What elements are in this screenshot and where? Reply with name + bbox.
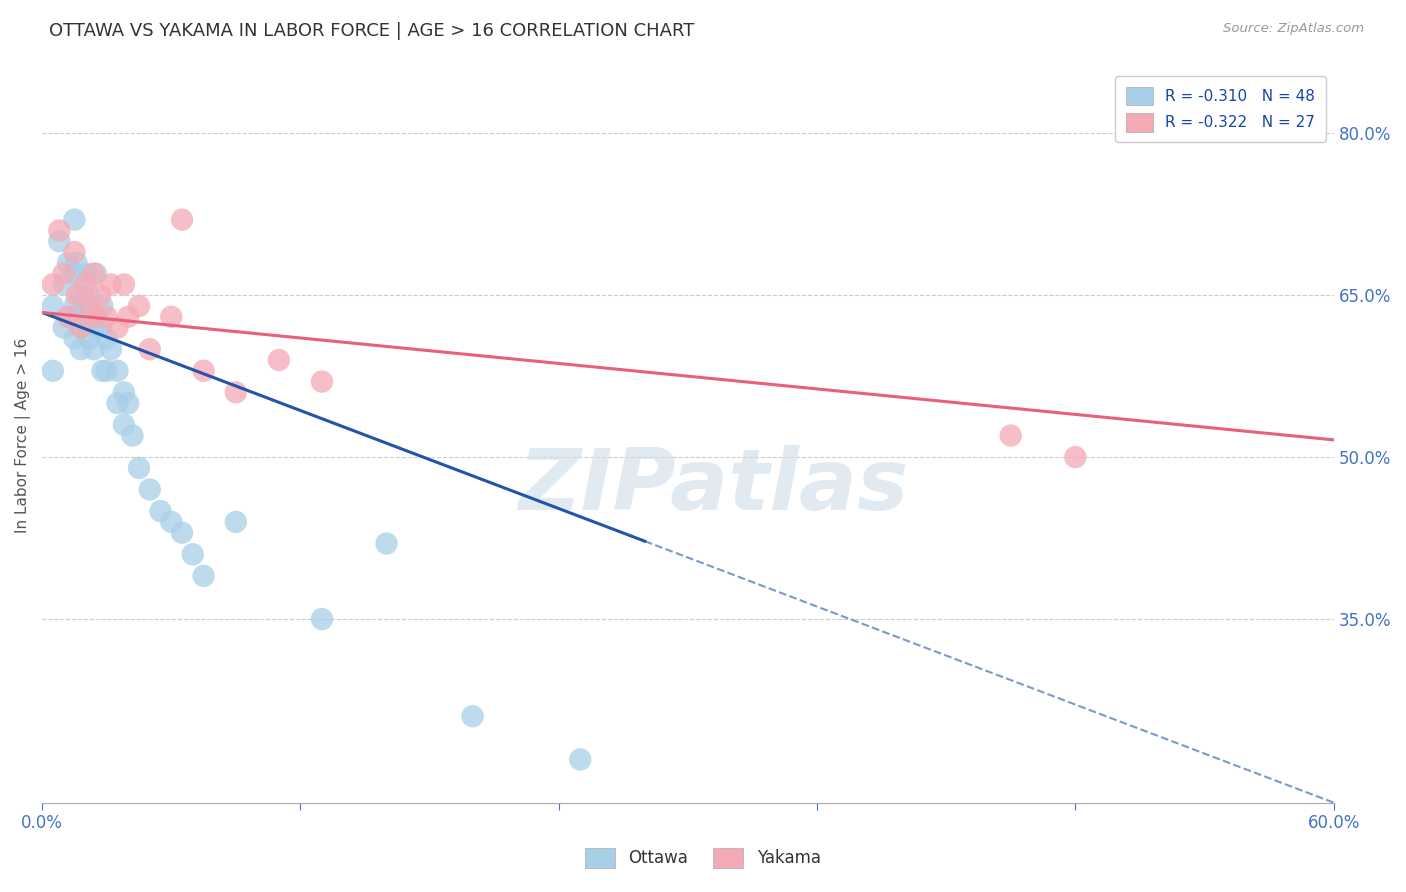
Point [70,320,93,334]
Point [48,223,70,237]
Point [181,547,204,561]
Point [96,364,118,378]
Point [267,353,290,368]
Point [52,320,75,334]
Point [70,320,93,334]
Point [96,331,118,345]
Point [42,299,65,313]
Text: ZIPatlas: ZIPatlas [519,445,908,528]
Point [56,310,79,324]
Point [83,267,105,281]
Point [65,256,87,270]
Point [225,515,247,529]
Point [160,515,183,529]
Point [96,310,118,324]
Point [52,267,75,281]
Point [63,245,86,260]
Point [70,342,93,356]
Point [84,310,107,324]
Point [107,364,129,378]
Point [112,385,135,400]
Point [42,364,65,378]
Point [149,504,172,518]
Point [117,310,139,324]
Point [52,277,75,292]
Point [311,375,333,389]
Point [138,342,160,356]
Point [89,288,111,302]
Point [1064,450,1087,464]
Point [84,310,107,324]
Point [1000,428,1022,442]
Text: Source: ZipAtlas.com: Source: ZipAtlas.com [1223,22,1364,36]
Point [70,288,93,302]
Point [75,267,97,281]
Point [75,299,97,313]
Point [138,483,160,497]
Legend: Ottawa, Yakama: Ottawa, Yakama [578,841,828,875]
Point [170,525,193,540]
Point [89,320,111,334]
Point [461,709,484,723]
Point [100,277,122,292]
Point [193,364,215,378]
Point [63,299,86,313]
Point [63,331,86,345]
Point [91,299,114,313]
Point [48,234,70,248]
Point [160,310,183,324]
Point [128,461,150,475]
Point [569,752,592,766]
Point [107,396,129,410]
Point [63,267,86,281]
Point [170,212,193,227]
Point [65,310,87,324]
Point [75,277,97,292]
Point [112,417,135,432]
Y-axis label: In Labor Force | Age > 16: In Labor Force | Age > 16 [15,338,31,533]
Point [311,612,333,626]
Point [112,277,135,292]
Point [65,288,87,302]
Point [56,256,79,270]
Point [117,396,139,410]
Point [100,342,122,356]
Point [193,569,215,583]
Point [225,385,247,400]
Point [84,267,107,281]
Point [79,288,101,302]
Point [107,320,129,334]
Text: OTTAWA VS YAKAMA IN LABOR FORCE | AGE > 16 CORRELATION CHART: OTTAWA VS YAKAMA IN LABOR FORCE | AGE > … [49,22,695,40]
Point [63,212,86,227]
Point [91,364,114,378]
Legend: R = -0.310   N = 48, R = -0.322   N = 27: R = -0.310 N = 48, R = -0.322 N = 27 [1115,76,1326,143]
Point [375,536,398,550]
Point [83,342,105,356]
Point [42,277,65,292]
Point [79,331,101,345]
Point [56,310,79,324]
Point [79,299,101,313]
Point [128,299,150,313]
Point [83,320,105,334]
Point [121,428,143,442]
